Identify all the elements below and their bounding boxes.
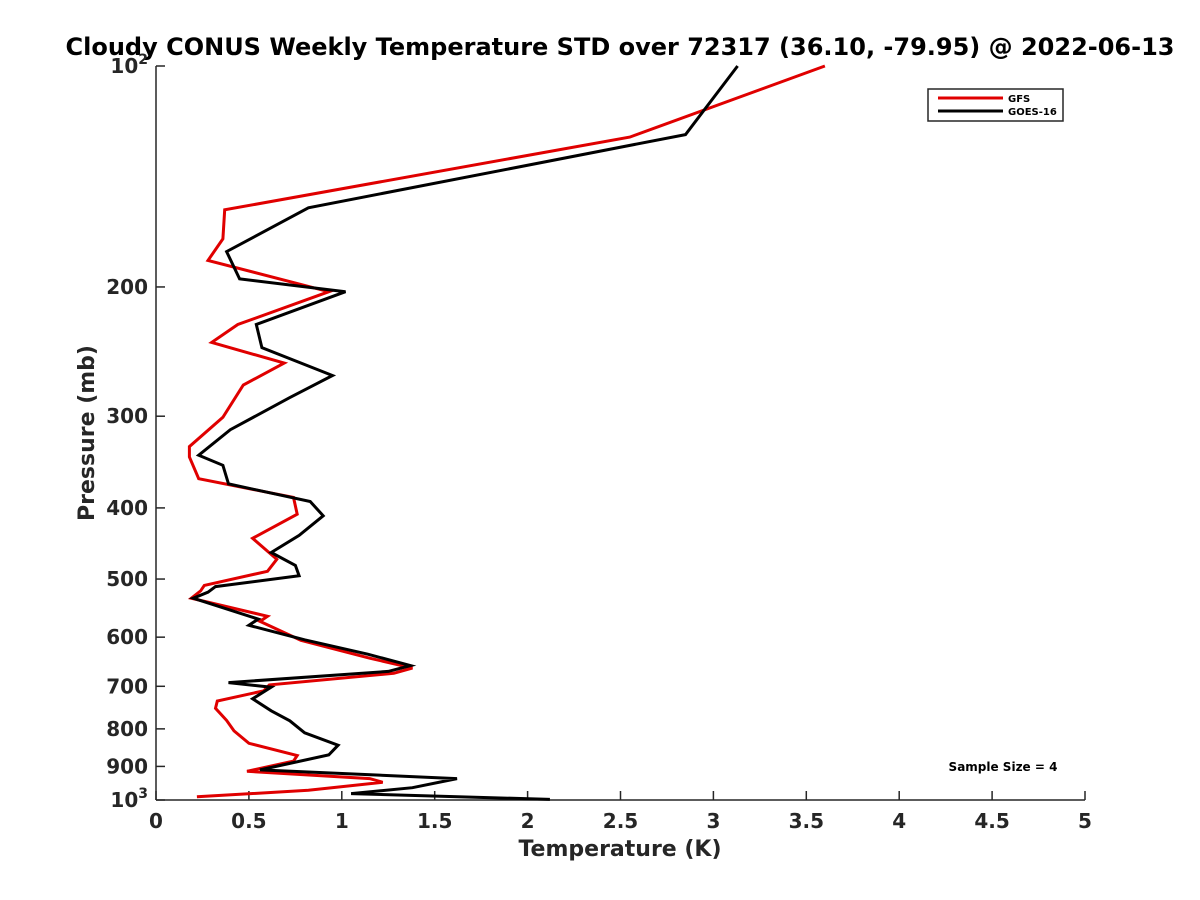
y-tick-label: 200 xyxy=(106,275,148,299)
legend-label: GOES-16 xyxy=(1008,107,1057,118)
x-tick-label: 2.5 xyxy=(603,809,638,833)
x-tick-label: 0 xyxy=(149,809,163,833)
y-tick-label: 300 xyxy=(106,404,148,428)
y-axis: 102 200 300 400 500 600 700 800 900 103 xyxy=(106,52,165,812)
series-line-gfs xyxy=(187,64,826,799)
chart-title: Cloudy CONUS Weekly Temperature STD over… xyxy=(66,33,1175,61)
x-axis: 0 0.5 1 1.5 2 2.5 3 3.5 4 4.5 5 xyxy=(149,791,1092,833)
y-tick-label: 400 xyxy=(106,496,148,520)
x-tick-label: 1.5 xyxy=(417,809,452,833)
legend-label: GFS xyxy=(1008,94,1030,105)
x-tick-label: 1 xyxy=(335,809,349,833)
y-tick-label: 800 xyxy=(106,717,148,741)
y-tick-label: 102 xyxy=(110,52,148,78)
y-tick-label: 103 xyxy=(110,786,148,812)
x-tick-label: 4 xyxy=(892,809,906,833)
x-tick-label: 0.5 xyxy=(231,809,266,833)
y-axis-label: Pressure (mb) xyxy=(75,345,100,521)
legend-box xyxy=(927,88,1064,122)
x-tick-label: 4.5 xyxy=(974,809,1009,833)
y-tick-label: 700 xyxy=(106,674,148,698)
x-tick-label: 3.5 xyxy=(789,809,824,833)
legend: GFS GOES-16 xyxy=(927,88,1064,122)
sample-size-annotation: Sample Size = 4 xyxy=(949,760,1058,774)
y-tick-label: 600 xyxy=(106,625,148,649)
x-tick-label: 5 xyxy=(1078,809,1092,833)
x-tick-label: 3 xyxy=(706,809,720,833)
series-line-goes-16 xyxy=(188,65,739,801)
plot-area xyxy=(155,66,1085,801)
y-tick-label: 500 xyxy=(106,567,148,591)
x-tick-label: 2 xyxy=(521,809,535,833)
x-axis-label: Temperature (K) xyxy=(518,837,721,862)
y-tick-label: 900 xyxy=(106,754,148,778)
series-layer xyxy=(187,64,826,801)
